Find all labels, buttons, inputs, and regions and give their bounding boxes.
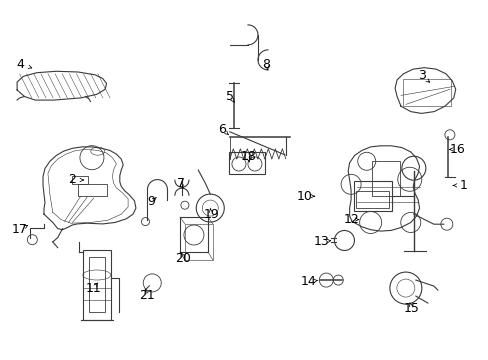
Text: 16: 16: [449, 143, 465, 156]
Text: 21: 21: [139, 289, 154, 302]
Bar: [355, 191, 388, 208]
Text: 17: 17: [12, 223, 27, 236]
Bar: [353, 181, 391, 211]
Text: 3: 3: [417, 69, 425, 82]
Text: 13: 13: [313, 235, 329, 248]
Bar: [228, 152, 264, 174]
Text: 12: 12: [343, 213, 358, 226]
Text: 8: 8: [262, 58, 270, 71]
Bar: [82, 250, 111, 320]
Bar: [78, 184, 106, 196]
Text: 14: 14: [300, 275, 315, 288]
Text: 11: 11: [86, 282, 102, 294]
Text: 20: 20: [175, 252, 191, 265]
Text: 7: 7: [177, 177, 184, 190]
Text: 9: 9: [147, 195, 155, 208]
Text: 5: 5: [225, 90, 233, 103]
Text: 19: 19: [203, 208, 219, 221]
Bar: [72, 176, 88, 184]
Text: 1: 1: [459, 179, 467, 192]
Bar: [403, 79, 450, 106]
Text: 18: 18: [240, 150, 256, 163]
Text: 6: 6: [218, 123, 226, 136]
Text: 10: 10: [296, 190, 311, 203]
Bar: [371, 161, 399, 196]
Bar: [89, 257, 104, 312]
Text: 15: 15: [403, 302, 419, 315]
Text: 2: 2: [68, 174, 76, 186]
Text: 4: 4: [17, 58, 24, 71]
